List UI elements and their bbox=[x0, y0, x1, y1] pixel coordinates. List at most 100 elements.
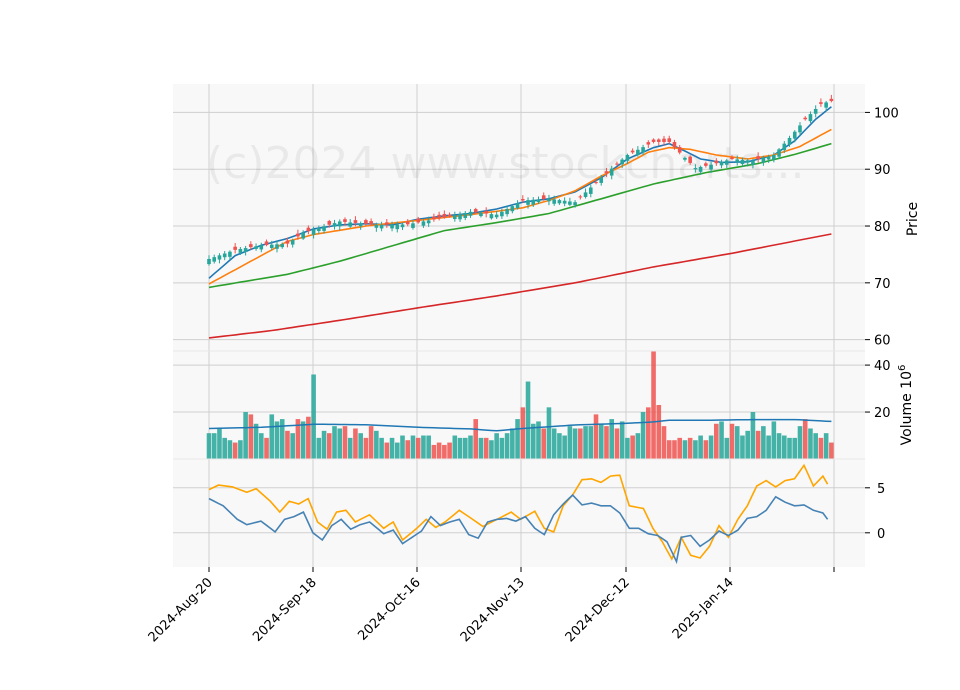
candle-body bbox=[285, 240, 290, 244]
candle-body bbox=[594, 182, 598, 184]
volume-bar bbox=[321, 430, 327, 459]
volume-bar bbox=[384, 442, 390, 459]
volume-bar bbox=[489, 440, 494, 459]
volume-bar bbox=[562, 435, 567, 459]
candle-body bbox=[358, 223, 363, 227]
candle-body bbox=[672, 142, 677, 148]
candle-body bbox=[207, 258, 211, 265]
candle-body bbox=[547, 198, 551, 202]
volume-bar bbox=[332, 426, 337, 459]
volume-bar bbox=[609, 419, 615, 459]
watermark: (c)2024 www.stockcharts... bbox=[206, 138, 804, 189]
candle-body bbox=[609, 168, 614, 176]
candle-body bbox=[306, 227, 311, 232]
volume-bar bbox=[368, 426, 374, 459]
volume-bar bbox=[724, 437, 730, 459]
candle-body bbox=[343, 219, 347, 222]
price-gridlines bbox=[173, 84, 865, 351]
volume-bar bbox=[698, 435, 703, 459]
candle-body bbox=[656, 139, 661, 142]
candle-body bbox=[521, 199, 525, 201]
volume-bar bbox=[525, 381, 531, 459]
candle-body bbox=[588, 187, 593, 194]
volume-bar bbox=[232, 442, 238, 459]
candle-body bbox=[756, 156, 760, 160]
candle-body bbox=[411, 223, 415, 228]
volume-bar bbox=[782, 435, 787, 459]
volume-bar bbox=[771, 421, 777, 459]
volume-bar bbox=[551, 428, 557, 459]
volume-bar bbox=[363, 437, 369, 459]
volume-bar bbox=[421, 435, 426, 459]
candle-body bbox=[573, 202, 577, 206]
candle-body bbox=[766, 156, 771, 160]
volume-bar bbox=[729, 423, 735, 459]
candle-body bbox=[233, 246, 237, 250]
candle-body bbox=[651, 139, 656, 142]
candle-body bbox=[819, 102, 823, 104]
price-tick-label: 80 bbox=[874, 220, 891, 235]
volume-bar bbox=[405, 440, 411, 459]
candle-body bbox=[468, 211, 473, 216]
volume-bar bbox=[829, 442, 834, 459]
volume-bar bbox=[337, 428, 343, 459]
volume-bar bbox=[264, 437, 269, 459]
volume-bar bbox=[274, 421, 280, 459]
volume-bar bbox=[447, 442, 452, 459]
volume-bar bbox=[740, 435, 745, 459]
volume-bar bbox=[394, 442, 400, 459]
candle-body bbox=[228, 251, 232, 257]
candle-body bbox=[332, 223, 337, 227]
candle-body bbox=[604, 171, 609, 174]
volume-bar bbox=[358, 433, 363, 459]
volume-bar bbox=[442, 444, 447, 459]
candle-body bbox=[437, 214, 441, 219]
volume-axis-label: Volume 106 bbox=[897, 365, 915, 446]
volume-bar bbox=[557, 433, 562, 459]
volume-bar bbox=[619, 421, 625, 459]
volume-bar bbox=[818, 437, 824, 459]
price-tick-label: 90 bbox=[874, 163, 891, 178]
price-panel: (c)2024 www.stockcharts... 60 70 80 90 100 P… bbox=[173, 84, 921, 351]
candle-body bbox=[636, 149, 640, 155]
candle-body bbox=[730, 157, 734, 159]
volume-bar bbox=[206, 433, 212, 459]
oscillator-panel: 05 bbox=[173, 459, 885, 567]
volume-bar bbox=[285, 430, 290, 459]
volume-bar bbox=[708, 435, 714, 459]
candle-body bbox=[327, 221, 332, 225]
candle-body bbox=[296, 233, 300, 237]
candle-body bbox=[494, 214, 499, 218]
moving-average-line bbox=[208, 142, 832, 289]
candle-body bbox=[379, 224, 384, 229]
oscillator-tick-label: 0 bbox=[877, 527, 885, 542]
candle-body bbox=[745, 160, 750, 163]
candle-body bbox=[249, 244, 253, 248]
candle-body bbox=[698, 166, 703, 172]
price-tick-label: 70 bbox=[874, 277, 891, 292]
candle-body bbox=[578, 196, 583, 198]
candle-body bbox=[677, 147, 682, 153]
price-tick-label: 60 bbox=[874, 334, 891, 349]
candle-body bbox=[238, 248, 243, 253]
oscillator-lines bbox=[208, 463, 829, 565]
volume-bar bbox=[248, 414, 254, 459]
volume-bar bbox=[677, 437, 682, 459]
candle-body bbox=[620, 159, 624, 165]
candle-body bbox=[667, 138, 672, 142]
candle-body bbox=[813, 108, 818, 114]
candle-body bbox=[792, 131, 797, 139]
candle-body bbox=[777, 149, 781, 157]
candle-body bbox=[787, 137, 792, 145]
volume-bar bbox=[468, 435, 473, 459]
volume-bar bbox=[546, 407, 552, 459]
volume-bar bbox=[541, 428, 547, 459]
candle-body bbox=[416, 218, 420, 223]
candle-body bbox=[473, 209, 478, 213]
volume-tick-label: 40 bbox=[874, 359, 891, 374]
volume-bar bbox=[499, 437, 505, 459]
volume-bar bbox=[510, 428, 515, 459]
volume-bar bbox=[625, 437, 630, 459]
volume-bar bbox=[693, 440, 698, 459]
volume-bar bbox=[797, 426, 803, 459]
